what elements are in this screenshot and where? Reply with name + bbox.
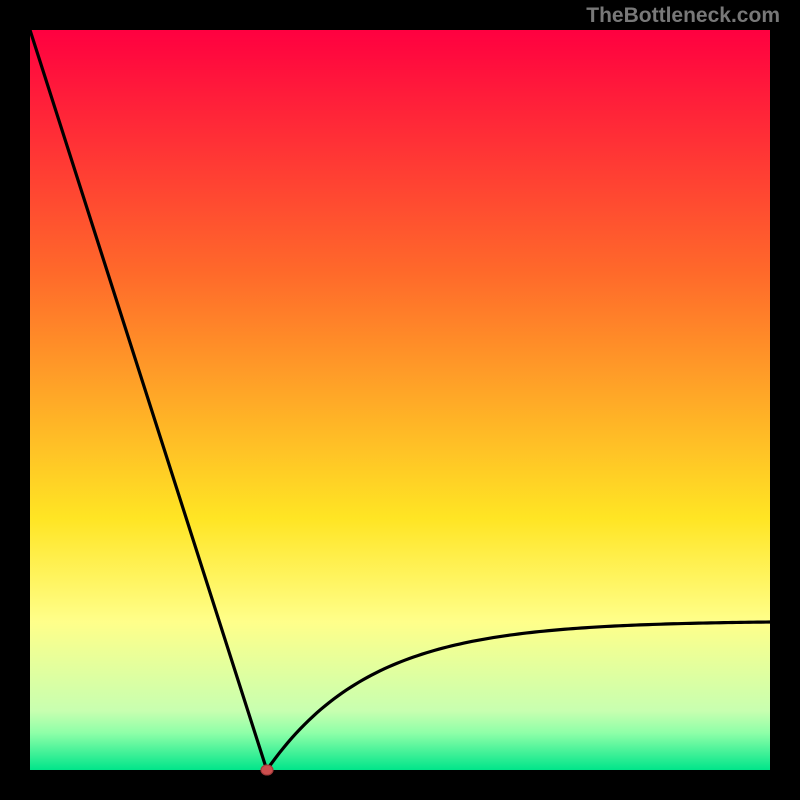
optimum-marker [260, 765, 273, 776]
bottleneck-curve [30, 30, 770, 770]
watermark-text: TheBottleneck.com [586, 4, 780, 28]
chart-plot-area [30, 30, 770, 770]
